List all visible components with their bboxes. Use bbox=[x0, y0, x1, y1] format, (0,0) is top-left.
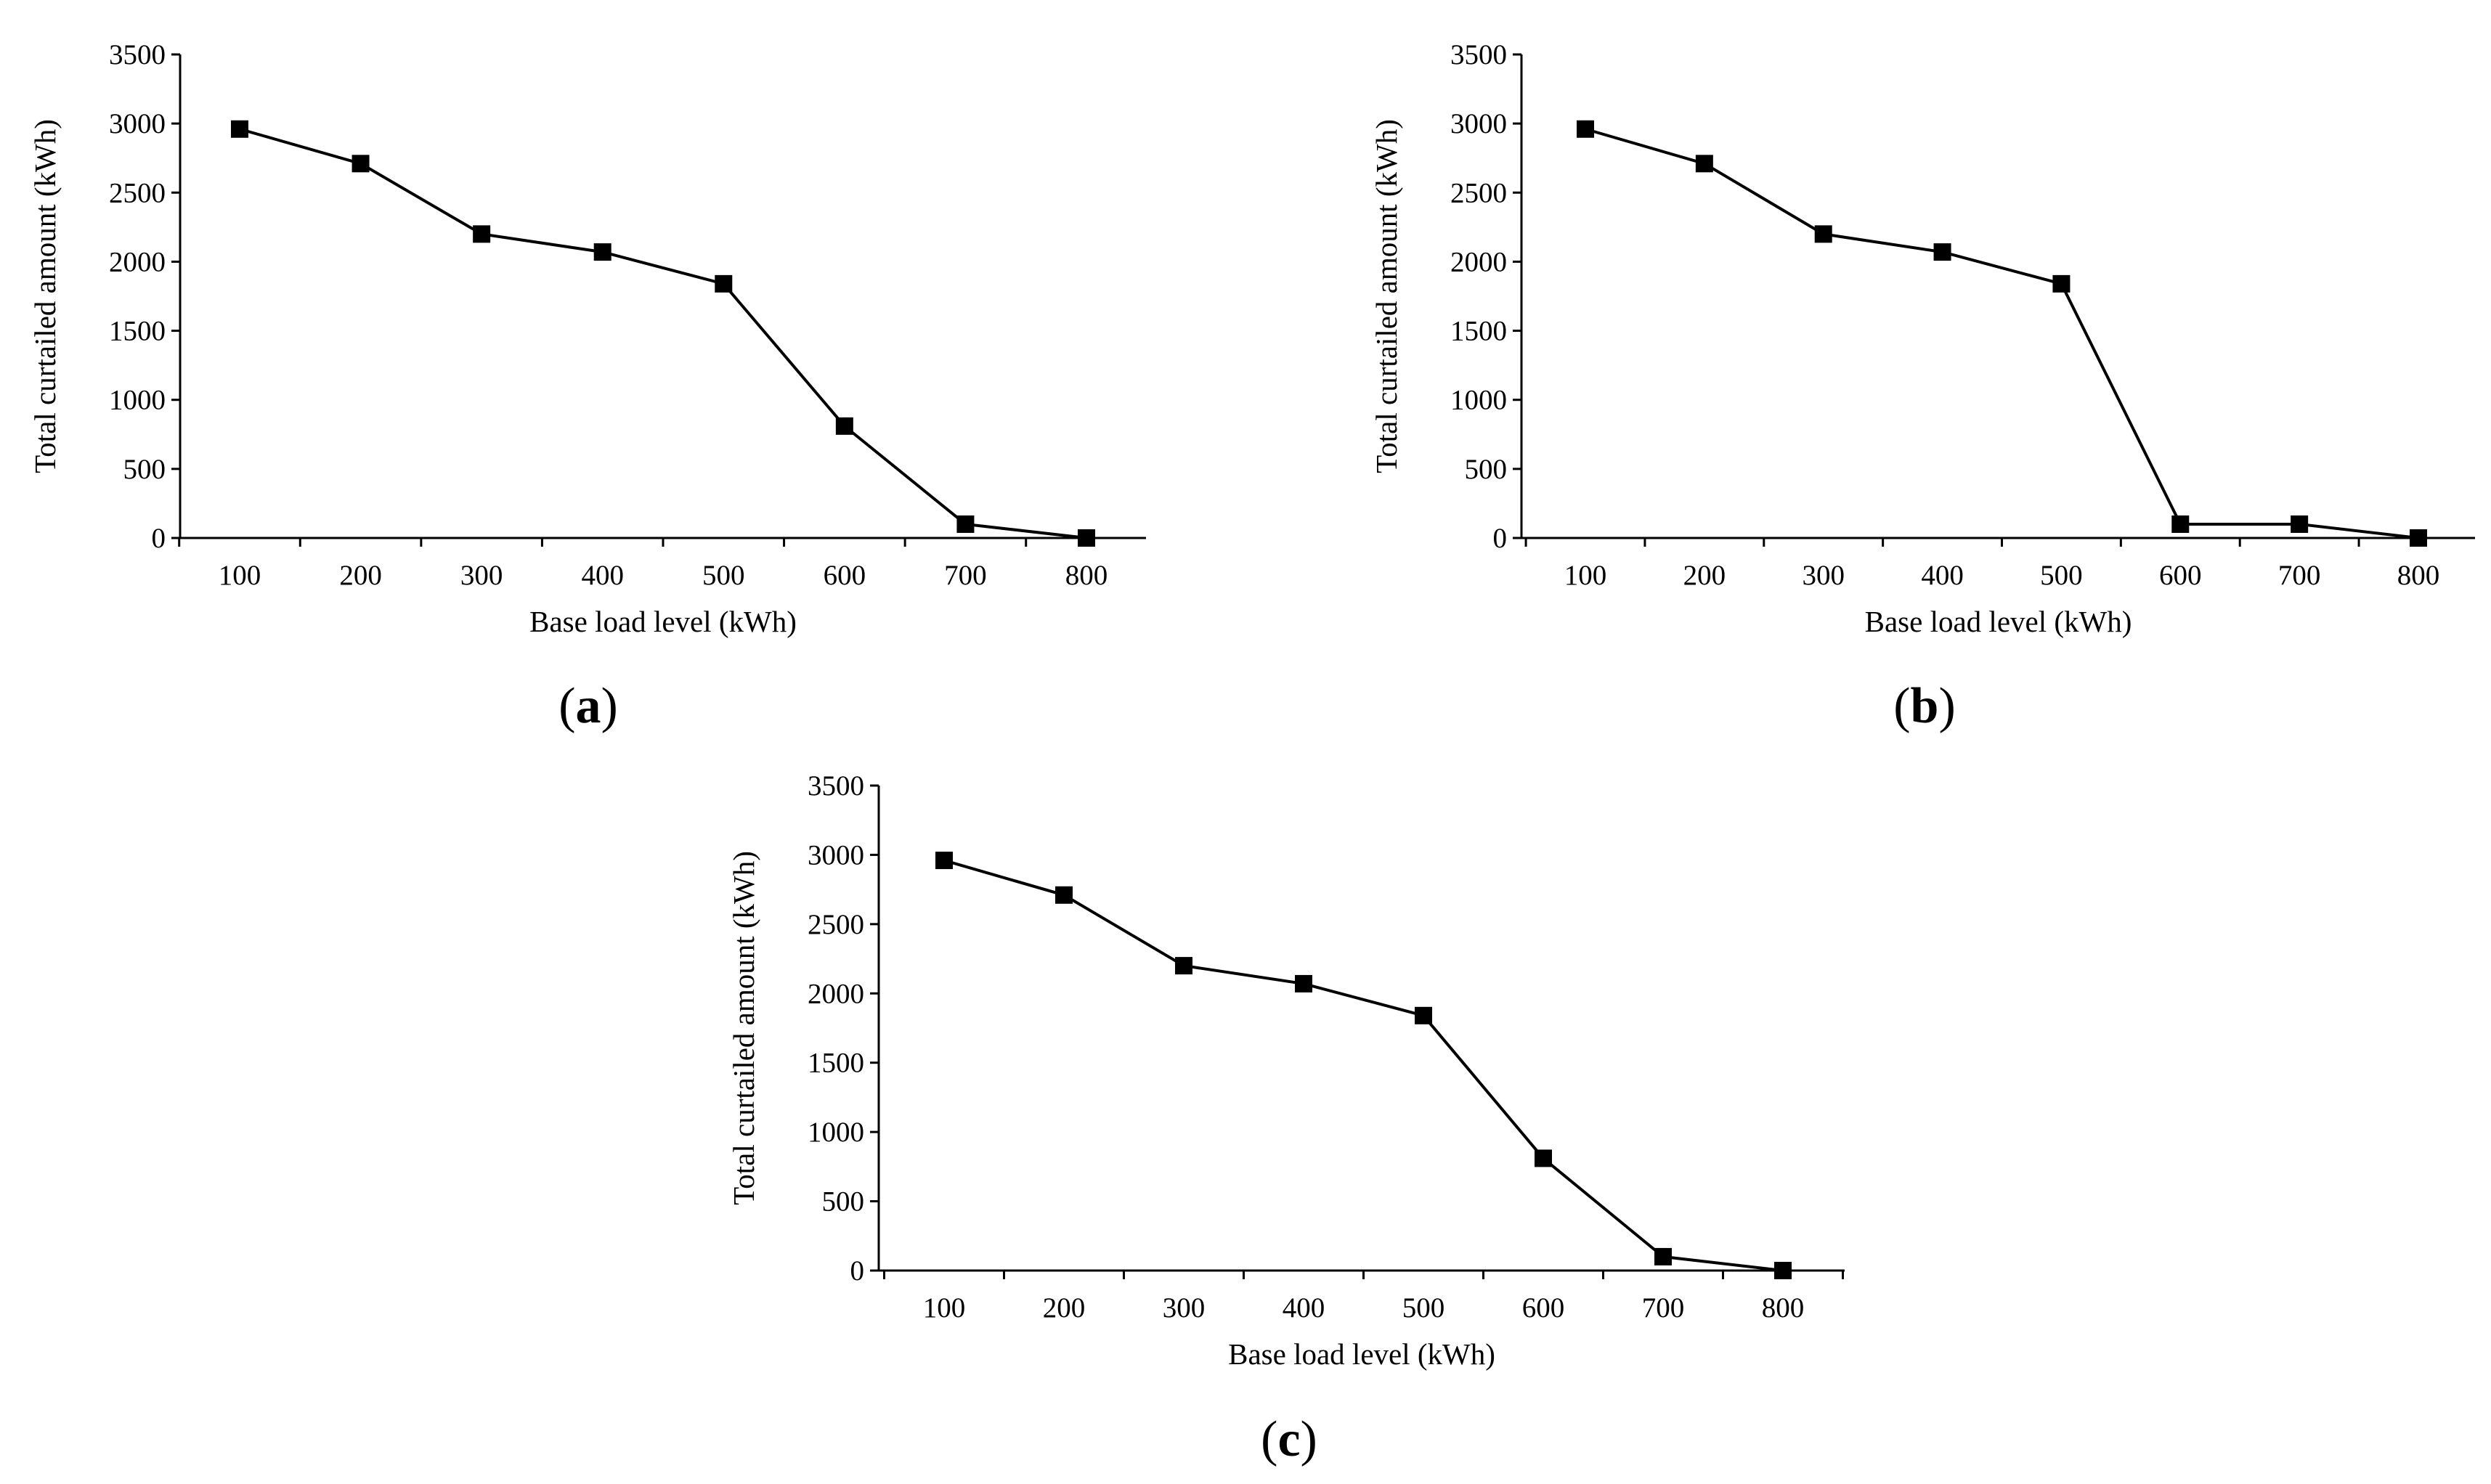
data-point-300 bbox=[1814, 225, 1832, 243]
y-tick-label: 2500 bbox=[1450, 177, 1507, 208]
data-point-800 bbox=[1078, 529, 1095, 547]
x-tick-label: 400 bbox=[1283, 1292, 1325, 1324]
y-tick-label: 1500 bbox=[808, 1048, 864, 1079]
x-tick-label: 200 bbox=[1683, 560, 1726, 591]
y-tick-label: 2500 bbox=[109, 177, 166, 208]
y-tick-label: 1500 bbox=[1450, 316, 1507, 347]
y-tick-label: 500 bbox=[1465, 454, 1508, 485]
y-axis-title: Total curtailed amount (kWh) bbox=[727, 851, 760, 1205]
data-point-200 bbox=[1055, 886, 1073, 904]
data-point-600 bbox=[835, 417, 853, 435]
y-tick-label: 3000 bbox=[1450, 108, 1507, 139]
data-point-700 bbox=[1654, 1247, 1672, 1265]
x-tick-label: 200 bbox=[339, 560, 382, 591]
x-tick-label: 100 bbox=[219, 560, 261, 591]
series-line bbox=[239, 127, 1087, 539]
data-point-700 bbox=[2291, 515, 2309, 533]
data-point-100 bbox=[1577, 120, 1594, 138]
y-tick-label: 3500 bbox=[1450, 39, 1507, 70]
chart-panel-c: 0 500 1000 1500 2000 2500 3000 3500 100 200 300 400… bbox=[727, 770, 1845, 1467]
y-tick-label: 1000 bbox=[1450, 385, 1507, 416]
data-point-400 bbox=[1933, 243, 1951, 261]
panel-letter: b bbox=[1911, 678, 1939, 734]
panel-letter: c bbox=[1277, 1411, 1300, 1467]
y-tick-label: 2000 bbox=[1450, 246, 1507, 277]
panel-label: (c) bbox=[1261, 1411, 1317, 1467]
chart-panel-a: 0 500 1000 1500 2000 2500 3000 3500 100 200 300 400… bbox=[28, 39, 1146, 734]
x-tick-label: 100 bbox=[923, 1292, 966, 1324]
x-axis-title: Base load level (kWh) bbox=[1228, 1337, 1495, 1371]
x-tick-label: 300 bbox=[1802, 560, 1845, 591]
x-tick-label: 500 bbox=[2040, 560, 2083, 591]
x-tick-label: 400 bbox=[1921, 560, 1964, 591]
data-point-100 bbox=[231, 120, 248, 138]
y-tick-label: 500 bbox=[822, 1186, 865, 1218]
x-tick-label: 700 bbox=[1642, 1292, 1685, 1324]
x-tick-label: 700 bbox=[2278, 560, 2321, 591]
data-point-700 bbox=[956, 515, 975, 533]
data-point-300 bbox=[473, 225, 491, 243]
data-point-800 bbox=[1774, 1262, 1792, 1279]
y-tick-label: 2000 bbox=[109, 246, 166, 277]
series-line bbox=[943, 859, 1784, 1272]
chart-panel-b: 0 500 1000 1500 2000 2500 3000 3500 100 200 300 400… bbox=[1370, 39, 2475, 734]
y-axis-title: Total curtailed amount (kWh) bbox=[1370, 119, 1403, 473]
data-point-800 bbox=[2410, 529, 2427, 547]
x-tick-label: 800 bbox=[1065, 560, 1108, 591]
x-tick-label: 400 bbox=[581, 560, 624, 591]
y-tick-label: 3500 bbox=[109, 39, 166, 70]
y-tick-label: 0 bbox=[850, 1255, 865, 1287]
panel-label: (a) bbox=[558, 678, 618, 734]
x-tick-label: 600 bbox=[824, 560, 866, 591]
y-tick-label: 0 bbox=[152, 523, 166, 554]
y-tick-label: 3000 bbox=[109, 108, 166, 139]
data-point-400 bbox=[1295, 974, 1312, 992]
y-tick-label: 1000 bbox=[808, 1117, 864, 1148]
y-axis-title: Total curtailed amount (kWh) bbox=[28, 119, 62, 473]
x-tick-label: 600 bbox=[1522, 1292, 1565, 1324]
data-point-200 bbox=[1695, 155, 1713, 173]
data-point-600 bbox=[1535, 1149, 1552, 1167]
x-tick-label: 300 bbox=[1163, 1292, 1206, 1324]
x-tick-label: 300 bbox=[460, 560, 503, 591]
y-tick-label: 3500 bbox=[808, 770, 864, 802]
data-point-200 bbox=[351, 155, 370, 173]
y-tick-label: 1000 bbox=[109, 385, 166, 416]
data-point-300 bbox=[1175, 957, 1192, 975]
series-line bbox=[1585, 127, 2419, 539]
x-tick-label: 100 bbox=[1564, 560, 1607, 591]
y-tick-label: 2000 bbox=[808, 978, 864, 1009]
data-point-600 bbox=[2171, 515, 2190, 533]
y-tick-label: 2500 bbox=[808, 909, 864, 940]
x-tick-label: 800 bbox=[1762, 1292, 1805, 1324]
x-tick-label: 600 bbox=[2159, 560, 2202, 591]
y-tick-label: 3000 bbox=[808, 839, 864, 871]
x-tick-label: 200 bbox=[1043, 1292, 1086, 1324]
panel-label: (b) bbox=[1893, 678, 1956, 734]
data-point-500 bbox=[1415, 1006, 1432, 1024]
x-tick-label: 700 bbox=[944, 560, 987, 591]
x-axis-title: Base load level (kWh) bbox=[529, 605, 797, 638]
data-point-500 bbox=[2052, 274, 2071, 293]
y-tick-label: 500 bbox=[123, 454, 166, 485]
data-point-500 bbox=[715, 274, 733, 293]
data-point-100 bbox=[935, 852, 953, 870]
x-axis-title: Base load level (kWh) bbox=[1865, 605, 2132, 638]
y-tick-label: 1500 bbox=[109, 316, 166, 347]
panel-letter: a bbox=[576, 678, 601, 734]
x-tick-label: 800 bbox=[2397, 560, 2440, 591]
x-tick-label: 500 bbox=[702, 560, 745, 591]
y-tick-label: 0 bbox=[1493, 523, 1508, 554]
data-point-400 bbox=[593, 243, 611, 261]
x-tick-label: 500 bbox=[1402, 1292, 1445, 1324]
